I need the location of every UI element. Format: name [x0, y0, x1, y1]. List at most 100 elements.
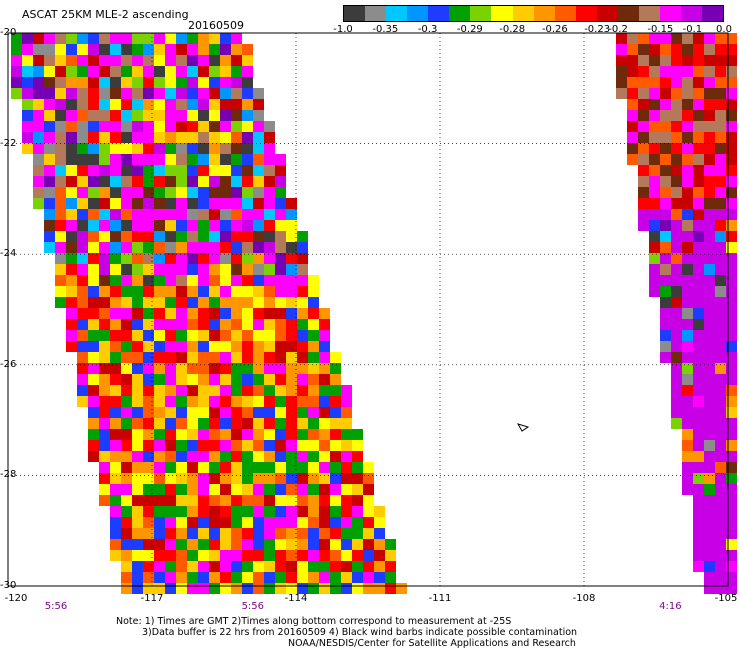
swath-pixel — [660, 154, 671, 165]
swath-pixel — [66, 33, 77, 44]
lat-tick-label: -28 — [0, 469, 17, 481]
swath-pixel — [132, 275, 143, 286]
swath-pixel — [55, 275, 66, 286]
swath-pixel — [726, 418, 737, 429]
swath-pixel — [638, 176, 649, 187]
swath-pixel — [143, 33, 154, 44]
swath-pixel — [264, 143, 275, 154]
swath-pixel — [198, 517, 209, 528]
swath-pixel — [671, 209, 682, 220]
swath-pixel — [682, 220, 693, 231]
swath-pixel — [704, 110, 715, 121]
swath-pixel — [242, 561, 253, 572]
swath-pixel — [649, 154, 660, 165]
swath-pixel — [253, 220, 264, 231]
swath-pixel — [693, 330, 704, 341]
swath-pixel — [165, 473, 176, 484]
swath-pixel — [110, 385, 121, 396]
swath-pixel — [66, 330, 77, 341]
swath-pixel — [154, 253, 165, 264]
swath-pixel — [242, 451, 253, 462]
swath-pixel — [11, 44, 22, 55]
swath-pixel — [341, 572, 352, 583]
swath-pixel — [176, 528, 187, 539]
swath-pixel — [253, 176, 264, 187]
swath-pixel — [682, 143, 693, 154]
swath-pixel — [77, 198, 88, 209]
swath-pixel — [330, 550, 341, 561]
swath-pixel — [22, 132, 33, 143]
swath-pixel — [143, 242, 154, 253]
swath-pixel — [187, 462, 198, 473]
swath-pixel — [165, 264, 176, 275]
swath-pixel — [176, 319, 187, 330]
swath-pixel — [242, 176, 253, 187]
swath-pixel — [275, 242, 286, 253]
swath-pixel — [715, 198, 726, 209]
swath-pixel — [242, 363, 253, 374]
swath-pixel — [275, 561, 286, 572]
swath-pixel — [187, 429, 198, 440]
swath-pixel — [198, 528, 209, 539]
swath-pixel — [220, 550, 231, 561]
swath-pixel — [143, 363, 154, 374]
swath-pixel — [165, 176, 176, 187]
swath-pixel — [693, 429, 704, 440]
swath-pixel — [209, 44, 220, 55]
swath-pixel — [165, 220, 176, 231]
swath-pixel — [154, 121, 165, 132]
swath-pixel — [143, 77, 154, 88]
swath-pixel — [627, 154, 638, 165]
swath-pixel — [209, 121, 220, 132]
swath-pixel — [726, 550, 737, 561]
swath-pixel — [275, 308, 286, 319]
swath-pixel — [286, 209, 297, 220]
swath-pixel — [715, 352, 726, 363]
swath-pixel — [671, 297, 682, 308]
swath-pixel — [187, 561, 198, 572]
swath-pixel — [275, 418, 286, 429]
swath-pixel — [198, 275, 209, 286]
swath-pixel — [66, 88, 77, 99]
swath-pixel — [715, 44, 726, 55]
swath-pixel — [154, 264, 165, 275]
swath-pixel — [231, 440, 242, 451]
swath-pixel — [187, 176, 198, 187]
swath-pixel — [132, 242, 143, 253]
swath-pixel — [44, 121, 55, 132]
swath-pixel — [121, 275, 132, 286]
swath-pixel — [154, 385, 165, 396]
swath-pixel — [143, 583, 154, 594]
swath-pixel — [704, 550, 715, 561]
swath-pixel — [187, 583, 198, 594]
swath-pixel — [319, 495, 330, 506]
swath-pixel — [121, 154, 132, 165]
swath-pixel — [682, 352, 693, 363]
swath-pixel — [132, 121, 143, 132]
swath-pixel — [143, 484, 154, 495]
swath-pixel — [275, 209, 286, 220]
swath-pixel — [253, 99, 264, 110]
swath-pixel — [77, 77, 88, 88]
swath-pixel — [121, 418, 132, 429]
swath-pixel — [319, 341, 330, 352]
swath-pixel — [110, 176, 121, 187]
swath-pixel — [242, 484, 253, 495]
swath-pixel — [132, 429, 143, 440]
swath-pixel — [33, 176, 44, 187]
swath-pixel — [649, 77, 660, 88]
swath-pixel — [264, 176, 275, 187]
swath-pixel — [231, 308, 242, 319]
swath-pixel — [726, 209, 737, 220]
swath-pixel — [671, 132, 682, 143]
colorbar — [343, 5, 724, 22]
swath-pixel — [693, 396, 704, 407]
swath-pixel — [187, 418, 198, 429]
swath-pixel — [132, 297, 143, 308]
swath-pixel — [66, 341, 77, 352]
swath-pixel — [385, 550, 396, 561]
swath-pixel — [704, 121, 715, 132]
swath-pixel — [264, 264, 275, 275]
swath-pixel — [88, 121, 99, 132]
swath-pixel — [121, 550, 132, 561]
